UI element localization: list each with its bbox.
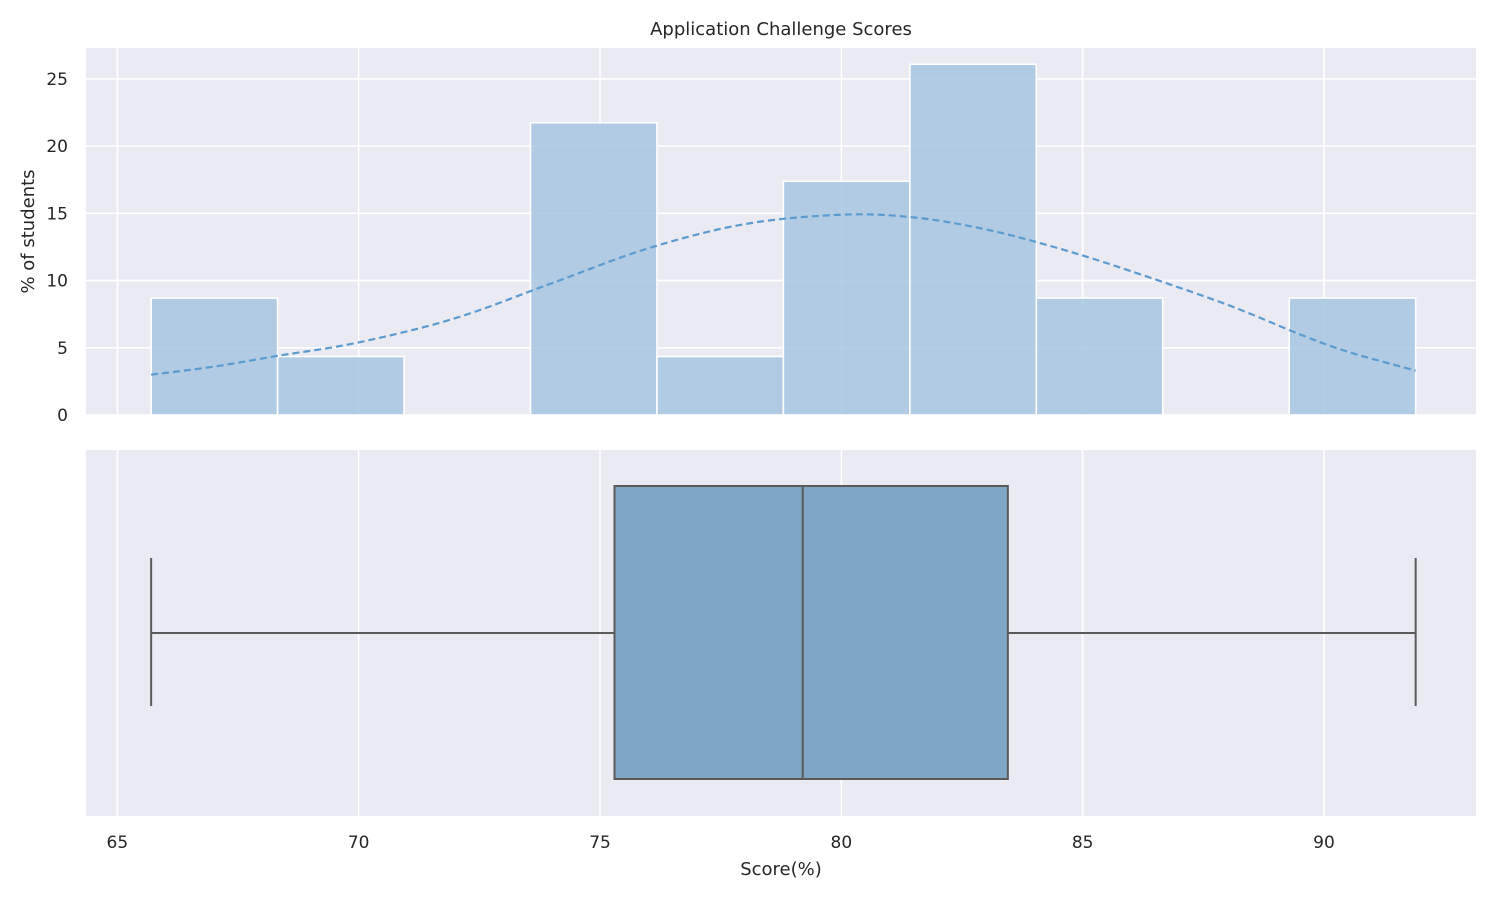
histogram-bar [782,180,911,416]
x-tick-label: 85 [1072,833,1094,853]
kde-curve [151,213,1416,376]
box-iqr [613,485,1009,780]
x-tick-label: 70 [348,833,370,853]
y-tick-label: 10 [46,272,68,292]
histogram-bar [1035,297,1164,416]
x-tick-label: 75 [589,833,611,853]
x-axis-title: Score(%) [740,859,822,880]
y-axis-title: % of students [18,169,39,293]
histogram-bar [909,63,1038,416]
histogram-panel [86,48,1476,415]
x-tick-label: 80 [831,833,853,853]
y-tick-label: 0 [57,406,68,426]
histogram-bar [656,355,785,416]
x-tick-label: 65 [107,833,129,853]
x-tick-label: 90 [1313,833,1335,853]
y-tick-label: 5 [57,339,68,359]
y-tick-label: 15 [46,204,68,224]
y-tick-label: 25 [46,70,68,90]
chart-title: Application Challenge Scores [650,19,912,40]
histogram-bar [1288,297,1417,416]
histogram-bar [276,355,405,416]
histogram-bar [150,297,279,416]
histogram-bar [529,121,658,416]
y-tick-label: 20 [46,137,68,157]
